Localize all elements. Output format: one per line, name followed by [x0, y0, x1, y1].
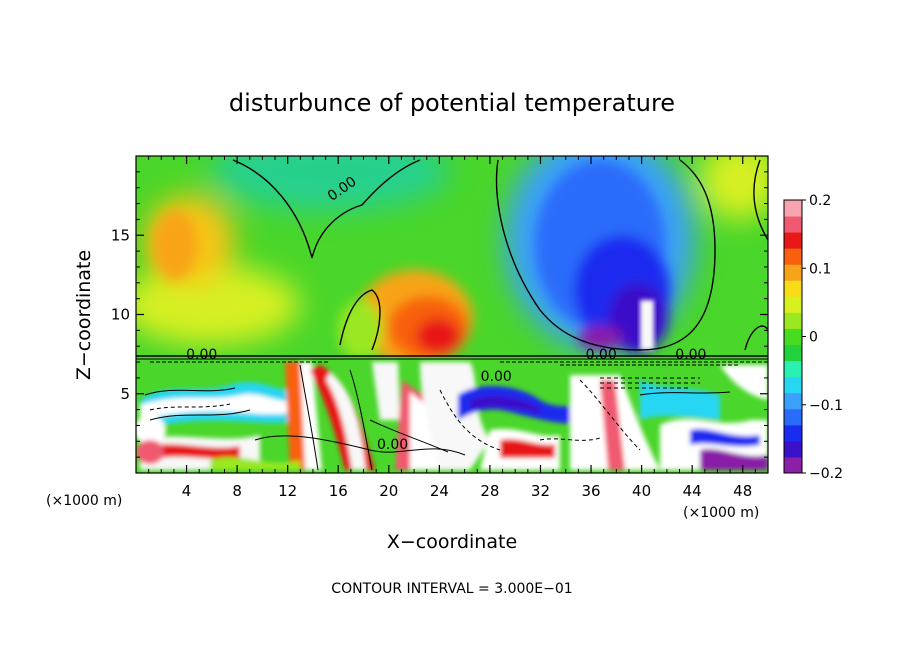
colorbar-swatch	[784, 344, 802, 362]
x-tick-label: 12	[278, 482, 297, 500]
colorbar-tick-label: −0.1	[809, 398, 843, 414]
x-unit-left: (×1000 m)	[46, 493, 122, 509]
contour-label: 0.00	[675, 347, 706, 363]
colorbar-swatch	[784, 280, 802, 297]
x-tick-label: 36	[581, 482, 600, 500]
y-tick-label: 15	[111, 226, 130, 244]
colorbar-swatch	[784, 408, 802, 426]
x-unit-right: (×1000 m)	[683, 505, 759, 521]
colorbar-swatch	[784, 376, 802, 394]
colorbar-swatch	[784, 216, 802, 233]
contour-label: 0.00	[377, 437, 408, 453]
colorbar-swatch	[784, 328, 802, 346]
x-tick-label: 48	[733, 482, 752, 500]
contour-label: 0.00	[186, 347, 217, 363]
y-tick-label: 10	[111, 306, 130, 324]
y-axis: 5 10 15	[111, 171, 768, 458]
colorbar-swatch	[784, 296, 802, 313]
heatmap-field	[136, 156, 768, 473]
colorbar-swatch	[784, 456, 802, 474]
x-tick-label: 16	[329, 482, 348, 500]
x-tick-label: 44	[683, 482, 702, 500]
colorbar: 0.2 0.1 0 −0.1 −0.2	[783, 193, 843, 482]
x-tick-label: 24	[430, 482, 449, 500]
x-tick-label: 8	[232, 482, 242, 500]
x-tick-label: 4	[182, 482, 192, 500]
colorbar-swatch	[784, 392, 802, 410]
contour-label: 0.00	[586, 347, 617, 363]
colorbar-tick-label: 0.1	[809, 261, 831, 277]
x-axis: 4 8 12 16 20 24 28 32 36 40 44 48	[148, 156, 756, 500]
colorbar-tick-label: −0.2	[809, 466, 843, 482]
x-tick-label: 28	[480, 482, 499, 500]
colorbar-swatch	[784, 440, 802, 458]
colorbar-tick-label: 0	[809, 330, 818, 346]
contour-interval-note: CONTOUR INTERVAL = 3.000E−01	[331, 581, 572, 597]
x-tick-label: 40	[632, 482, 651, 500]
interface-line	[136, 355, 768, 366]
y-axis-label: Z−coordinate	[73, 250, 95, 380]
x-tick-label: 20	[379, 482, 398, 500]
colorbar-tick-label: 0.2	[809, 193, 831, 209]
x-axis-label: X−coordinate	[387, 531, 517, 553]
colorbar-swatch	[784, 424, 802, 442]
chart-title: disturbunce of potential temperature	[229, 89, 675, 117]
colorbar-swatch	[784, 248, 802, 265]
colorbar-swatch	[784, 232, 802, 249]
colorbar-swatch	[784, 360, 802, 378]
contour-label: 0.00	[481, 369, 512, 385]
x-tick-label: 32	[531, 482, 550, 500]
colorbar-swatch	[784, 264, 802, 281]
colorbar-swatch	[784, 200, 802, 217]
colorbar-swatch	[784, 312, 802, 329]
y-tick-label: 5	[120, 385, 130, 403]
